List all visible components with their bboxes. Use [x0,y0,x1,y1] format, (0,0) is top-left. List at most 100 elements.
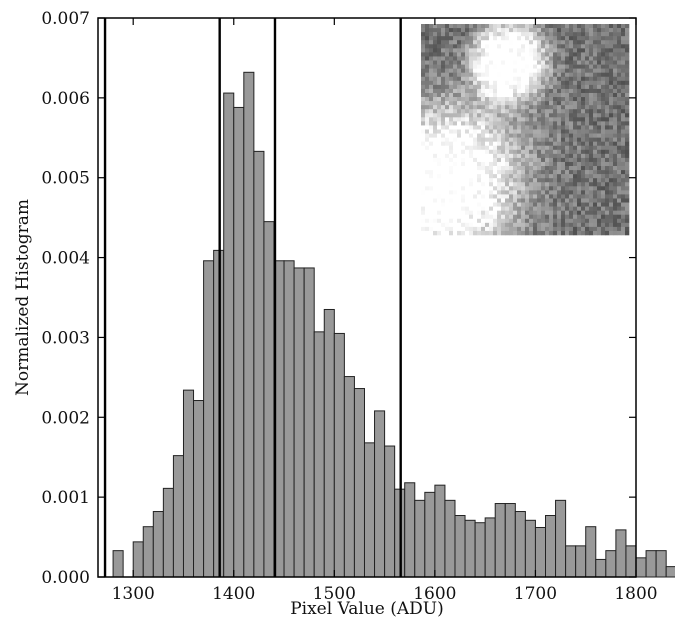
inset-pixel [425,40,430,45]
x-tick-label: 1400 [212,584,255,604]
inset-pixel [525,88,530,94]
inset-pixel [497,48,502,53]
inset-pixel [453,145,458,151]
inset-pixel [593,194,598,199]
inset-pixel [421,101,426,106]
inset-pixel [477,133,482,138]
inset-pixel [569,32,574,37]
inset-pixel [621,28,626,33]
inset-pixel [557,109,562,114]
inset-pixel [569,88,574,94]
inset-pixel [529,206,534,211]
inset-pixel [501,202,506,207]
inset-pixel [461,109,466,114]
inset-pixel [561,92,566,98]
inset-pixel [561,198,566,203]
inset-pixel [625,113,630,118]
inset-pixel [549,125,554,130]
inset-pixel [517,117,522,122]
inset-pixel [469,226,474,232]
inset-pixel [445,76,450,82]
inset-pixel [521,28,526,33]
inset-pixel [585,230,590,236]
inset-pixel [597,218,602,224]
inset-pixel [621,129,626,134]
inset-pixel [561,101,566,106]
inset-pixel [421,60,426,65]
inset-pixel [561,210,566,216]
inset-pixel [429,170,434,175]
inset-pixel [529,137,534,142]
inset-pixel [425,56,430,61]
inset-pixel [453,182,458,187]
inset-pixel [525,84,530,90]
inset-pixel [609,137,614,142]
inset-pixel [425,28,430,33]
inset-pixel [429,129,434,134]
inset-pixel [569,186,574,191]
inset-pixel [537,170,542,175]
inset-pixel [457,170,462,175]
inset-pixel [517,182,522,187]
inset-pixel [537,113,542,118]
inset-pixel [469,101,474,106]
inset-pixel [533,80,538,86]
x-axis-label: Pixel Value (ADU) [290,599,444,619]
inset-pixel [613,198,618,203]
inset-pixel [501,198,506,203]
inset-pixel [441,44,446,49]
inset-pixel [509,44,514,49]
inset-pixel [445,121,450,126]
inset-pixel [505,68,510,73]
inset-pixel [437,186,442,191]
inset-pixel [497,174,502,179]
x-tick-label: 1700 [514,584,557,604]
inset-pixel [581,48,586,53]
inset-pixel [453,56,458,61]
inset-pixel [481,68,486,73]
inset-pixel [505,174,510,179]
histogram-bar [193,400,205,578]
inset-pixel [609,36,614,41]
inset-pixel [477,97,482,102]
inset-pixel [533,88,538,94]
inset-pixel [533,44,538,49]
inset-pixel [461,145,466,151]
inset-pixel [553,88,558,94]
inset-pixel [569,133,574,138]
inset-pixel [597,166,602,171]
inset-pixel [489,109,494,114]
inset-pixel [445,32,450,37]
inset-pixel [469,210,474,216]
inset-pixel [477,76,482,82]
inset-pixel [501,178,506,183]
inset-pixel [489,48,494,53]
inset-pixel [621,145,626,151]
inset-pixel [509,129,514,134]
inset-pixel [617,178,622,183]
inset-pixel [553,117,558,122]
inset-pixel [485,113,490,118]
inset-pixel [617,28,622,33]
inset-pixel [561,174,566,179]
inset-pixel [605,194,610,199]
inset-pixel [457,194,462,199]
inset-pixel [493,161,498,167]
inset-pixel [577,68,582,73]
inset-pixel [541,166,546,171]
inset-pixel [581,186,586,191]
inset-pixel [461,52,466,57]
inset-pixel [553,44,558,49]
inset-pixel [521,76,526,82]
inset-pixel [481,178,486,183]
inset-pixel [437,60,442,65]
inset-pixel [429,141,434,147]
inset-pixel [557,125,562,130]
inset-pixel [537,145,542,151]
inset-pixel [597,182,602,187]
inset-pixel [601,92,606,98]
inset-pixel [521,36,526,41]
inset-pixel [441,186,446,191]
inset-pixel [457,84,462,90]
inset-pixel [441,202,446,207]
